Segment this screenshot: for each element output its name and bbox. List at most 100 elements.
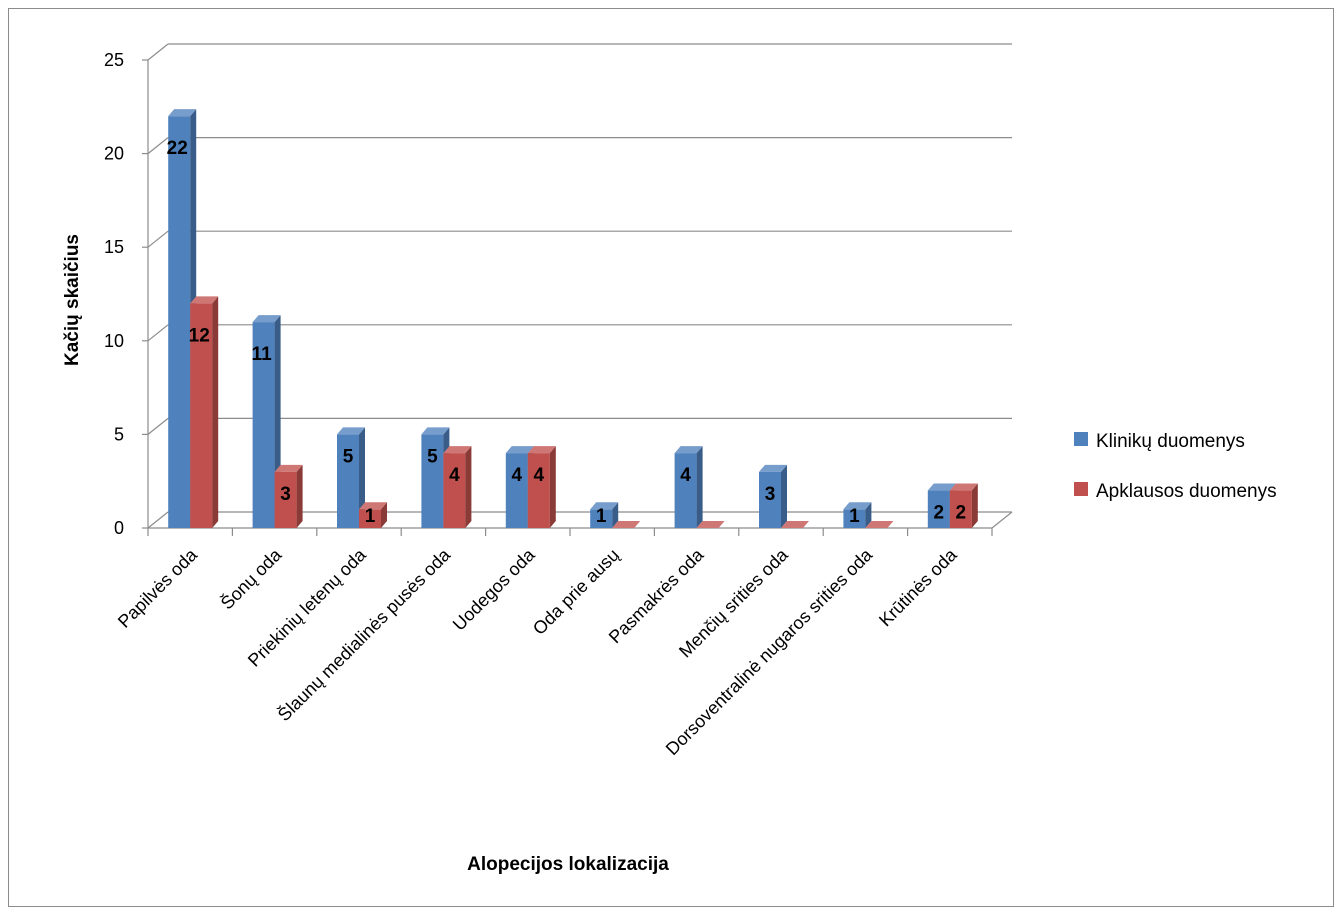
gridline-diag-4 xyxy=(147,137,169,155)
bar-side-1-3 xyxy=(465,446,472,528)
bar-front-0-7 xyxy=(759,471,781,528)
bar-1-9 xyxy=(949,483,978,528)
x-axis-title: Alopecijos lokalizacija xyxy=(467,854,669,875)
bar-front-0-1 xyxy=(252,322,275,528)
bar-top-1-0 xyxy=(190,296,219,304)
bar-side-0-6 xyxy=(696,446,703,528)
bar-side-1-2 xyxy=(381,502,387,528)
gridline-diag-5 xyxy=(147,43,169,61)
bar-front-0-3 xyxy=(421,434,444,528)
legend-label-survey: Apklausos duomenys xyxy=(1096,481,1277,502)
bar-front-0-5 xyxy=(590,509,613,528)
bar-front-1-1 xyxy=(274,471,297,528)
legend: Klinikų duomenys Apklausos duomenys xyxy=(1074,431,1277,502)
bar-front-0-0 xyxy=(168,116,191,528)
bar-top-1-7 xyxy=(781,521,809,528)
data-label-0-9: 2 xyxy=(934,503,945,524)
bar-front-1-0 xyxy=(190,303,213,528)
data-label-0-6: 4 xyxy=(680,465,691,486)
bar-top-1-2 xyxy=(359,502,387,510)
y-tick-label-0: 0 xyxy=(114,518,124,538)
data-label-0-5: 1 xyxy=(596,506,607,527)
legend-label-clinic: Klinikų duomenys xyxy=(1096,431,1245,452)
legend-item-survey: Apklausos duomenys xyxy=(1074,481,1277,502)
bar-top-0-2 xyxy=(337,427,365,435)
y-tick-label-4: 20 xyxy=(104,144,124,164)
gridline-diag-3 xyxy=(147,230,169,248)
bar-top-1-8 xyxy=(865,521,894,528)
x-tick-label-4: Uodegos oda xyxy=(449,544,540,635)
bar-1-6 xyxy=(696,521,725,528)
bar-side-0-8 xyxy=(865,502,872,528)
bar-1-5 xyxy=(612,521,641,528)
bar-1-0 xyxy=(190,296,219,528)
legend-swatch-clinic xyxy=(1074,432,1088,446)
bar-front-0-9 xyxy=(927,490,950,528)
gridline-diag-0 xyxy=(147,511,169,529)
x-tick-label-3: Šlaunų medialinės pusės oda xyxy=(273,543,455,725)
y-axis-title: Kačių skaičius xyxy=(62,234,83,366)
bar-side-1-9 xyxy=(971,483,978,528)
x-tick-label-5: Oda prie ausų xyxy=(529,545,623,639)
bar-side-0-2 xyxy=(359,427,365,528)
bar-front-0-6 xyxy=(674,453,697,528)
chart-area xyxy=(8,8,1334,907)
bar-top-0-7 xyxy=(759,464,787,472)
bar-top-1-9 xyxy=(949,483,978,491)
bar-0-8 xyxy=(843,502,872,528)
data-label-1-3: 4 xyxy=(449,465,460,486)
bar-top-0-3 xyxy=(421,427,450,435)
bar-top-1-5 xyxy=(612,521,641,528)
bar-1-2 xyxy=(359,502,387,528)
bar-0-2 xyxy=(337,427,365,528)
bar-1-1 xyxy=(274,464,303,528)
bar-0-6 xyxy=(674,446,703,528)
bar-top-1-1 xyxy=(274,464,303,472)
bar-side-0-5 xyxy=(612,502,619,528)
bar-0-5 xyxy=(590,502,619,528)
gridline-diag-2 xyxy=(147,324,169,342)
bar-front-1-4 xyxy=(527,453,550,528)
bar-top-0-9 xyxy=(927,483,956,491)
bar-top-1-6 xyxy=(696,521,725,528)
bar-front-1-3 xyxy=(443,453,466,528)
data-label-0-2: 5 xyxy=(343,446,354,467)
data-label-1-9: 2 xyxy=(956,503,967,524)
y-tick-label-2: 10 xyxy=(104,331,124,351)
bar-front-0-4 xyxy=(505,453,528,528)
bar-1-3 xyxy=(443,446,472,528)
bar-side-1-1 xyxy=(296,464,303,528)
legend-swatch-survey xyxy=(1074,482,1088,496)
bars xyxy=(168,109,978,528)
x-tick-label-0: Papilvės oda xyxy=(114,544,202,632)
bar-top-0-0 xyxy=(168,109,197,117)
bar-side-0-7 xyxy=(781,464,787,528)
floor-edge xyxy=(991,511,1013,529)
bar-front-0-8 xyxy=(843,509,866,528)
bar-side-1-4 xyxy=(549,446,556,528)
bar-top-1-4 xyxy=(527,446,556,454)
data-label-1-2: 1 xyxy=(365,506,376,527)
bar-front-1-2 xyxy=(359,509,381,528)
bar-front-1-9 xyxy=(949,490,972,528)
gridline-diag-1 xyxy=(147,417,169,435)
data-label-0-4: 4 xyxy=(512,465,523,486)
bar-0-7 xyxy=(759,464,787,528)
y-tick-label-3: 15 xyxy=(104,237,124,257)
bar-top-0-1 xyxy=(252,315,281,323)
x-tick-label-9: Krūtinės oda xyxy=(875,544,961,630)
data-label-0-0: 22 xyxy=(167,138,188,159)
y-tick-label-1: 5 xyxy=(114,424,124,444)
x-tick-label-1: Šonų oda xyxy=(216,543,286,613)
bar-1-7 xyxy=(781,521,809,528)
legend-item-clinic: Klinikų duomenys xyxy=(1074,431,1245,452)
data-label-0-1: 11 xyxy=(252,344,273,365)
data-label-0-8: 1 xyxy=(849,506,860,527)
bar-top-0-8 xyxy=(843,502,872,510)
bar-front-0-2 xyxy=(337,434,359,528)
bar-top-0-5 xyxy=(590,502,619,510)
bar-1-4 xyxy=(527,446,556,528)
data-label-1-0: 12 xyxy=(189,325,210,346)
